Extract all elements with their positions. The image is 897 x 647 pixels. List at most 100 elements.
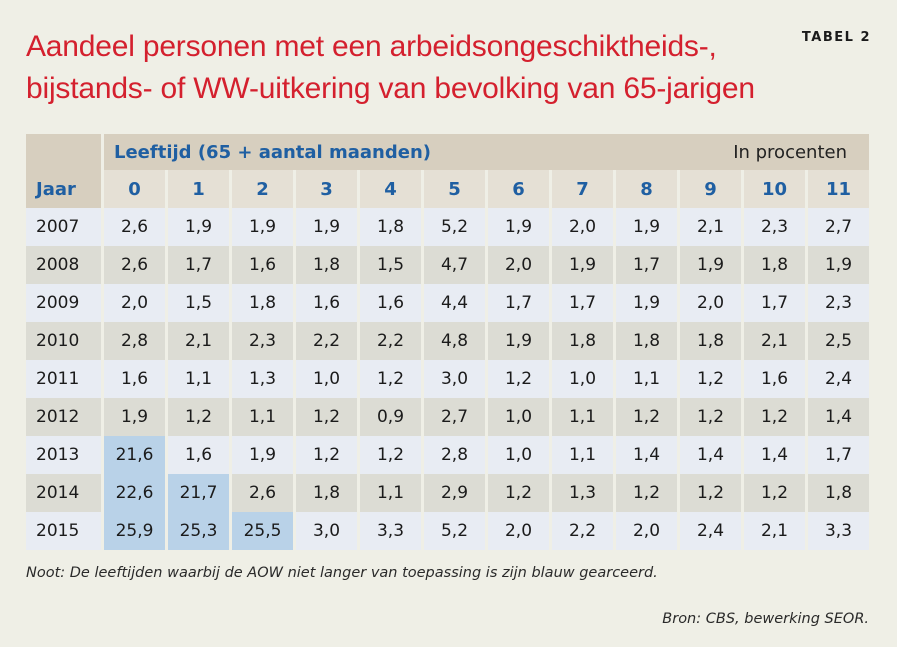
year-cell: 2009	[26, 284, 101, 322]
column-header: 3	[293, 170, 357, 208]
value-cell: 1,4	[613, 436, 677, 474]
value-cell: 1,1	[613, 360, 677, 398]
value-cell: 1,6	[741, 360, 805, 398]
value-cell: 1,2	[677, 360, 741, 398]
value-cell: 2,2	[549, 512, 613, 550]
value-cell: 1,0	[485, 398, 549, 436]
value-cell: 22,6	[101, 474, 165, 512]
value-cell: 1,1	[357, 474, 421, 512]
value-cell: 1,0	[293, 360, 357, 398]
table-title: Aandeel personen met een arbeidsongeschi…	[26, 26, 806, 110]
column-header: 9	[677, 170, 741, 208]
column-header: 10	[741, 170, 805, 208]
value-cell: 1,2	[613, 398, 677, 436]
value-cell: 1,2	[485, 474, 549, 512]
value-cell: 1,9	[677, 246, 741, 284]
value-cell: 1,4	[677, 436, 741, 474]
value-cell: 2,4	[677, 512, 741, 550]
value-cell: 1,4	[741, 436, 805, 474]
value-cell: 2,1	[741, 322, 805, 360]
value-cell: 2,6	[229, 474, 293, 512]
value-cell: 1,3	[549, 474, 613, 512]
value-cell: 2,0	[677, 284, 741, 322]
value-cell: 25,5	[229, 512, 293, 550]
year-cell: 2008	[26, 246, 101, 284]
value-cell: 1,8	[677, 322, 741, 360]
value-cell: 2,1	[165, 322, 229, 360]
value-cell: 1,5	[357, 246, 421, 284]
value-cell: 2,8	[421, 436, 485, 474]
column-header: 0	[101, 170, 165, 208]
value-cell: 1,0	[485, 436, 549, 474]
value-cell: 1,8	[293, 246, 357, 284]
value-cell: 1,8	[357, 208, 421, 246]
year-header: Jaar	[26, 170, 101, 208]
value-cell: 1,6	[101, 360, 165, 398]
value-cell: 5,2	[421, 208, 485, 246]
table-row: 2008 2,6 1,7 1,6 1,8 1,5 4,7 2,0 1,9 1,7 1,9 1,8 1,9	[26, 246, 869, 284]
year-cell: 2007	[26, 208, 101, 246]
column-header: 6	[485, 170, 549, 208]
value-cell: 2,3	[805, 284, 869, 322]
value-cell: 2,7	[805, 208, 869, 246]
group-header: Leeftijd (65 + aantal maanden)	[101, 134, 549, 170]
header-row-group: Leeftijd (65 + aantal maanden) In procen…	[26, 134, 869, 170]
value-cell: 2,0	[485, 246, 549, 284]
value-cell: 1,2	[293, 436, 357, 474]
value-cell: 1,9	[549, 246, 613, 284]
value-cell: 1,6	[293, 284, 357, 322]
value-cell: 25,9	[101, 512, 165, 550]
value-cell: 1,7	[549, 284, 613, 322]
value-cell: 3,3	[805, 512, 869, 550]
title-line-2: bijstands- of WW-uitkering van bevolking…	[26, 72, 755, 105]
value-cell: 1,6	[229, 246, 293, 284]
value-cell: 25,3	[165, 512, 229, 550]
value-cell: 2,8	[101, 322, 165, 360]
year-cell: 2011	[26, 360, 101, 398]
value-cell: 2,9	[421, 474, 485, 512]
value-cell: 1,5	[165, 284, 229, 322]
value-cell: 1,9	[613, 208, 677, 246]
table-row: 2011 1,6 1,1 1,3 1,0 1,2 3,0 1,2 1,0 1,1 1,2 1,6 2,4	[26, 360, 869, 398]
value-cell: 21,6	[101, 436, 165, 474]
value-cell: 3,0	[421, 360, 485, 398]
value-cell: 2,2	[357, 322, 421, 360]
value-cell: 1,9	[293, 208, 357, 246]
year-cell: 2013	[26, 436, 101, 474]
value-cell: 1,4	[805, 398, 869, 436]
value-cell: 3,0	[293, 512, 357, 550]
value-cell: 2,5	[805, 322, 869, 360]
value-cell: 1,9	[613, 284, 677, 322]
value-cell: 1,8	[229, 284, 293, 322]
table-row: 2009 2,0 1,5 1,8 1,6 1,6 4,4 1,7 1,7 1,9 2,0 1,7 2,3	[26, 284, 869, 322]
column-header: 4	[357, 170, 421, 208]
value-cell: 1,2	[293, 398, 357, 436]
value-cell: 1,9	[805, 246, 869, 284]
source: Bron: CBS, bewerking SEOR.	[662, 611, 869, 627]
value-cell: 1,0	[549, 360, 613, 398]
value-cell: 1,8	[613, 322, 677, 360]
value-cell: 2,1	[677, 208, 741, 246]
data-table: Leeftijd (65 + aantal maanden) In procen…	[26, 134, 869, 550]
column-header: 7	[549, 170, 613, 208]
value-cell: 1,2	[677, 398, 741, 436]
value-cell: 2,6	[101, 208, 165, 246]
table-row: 2013 21,6 1,6 1,9 1,2 1,2 2,8 1,0 1,1 1,4 1,4 1,4 1,…	[26, 436, 869, 474]
value-cell: 1,2	[357, 360, 421, 398]
year-cell: 2010	[26, 322, 101, 360]
value-cell: 1,8	[741, 246, 805, 284]
value-cell: 1,2	[741, 398, 805, 436]
value-cell: 4,4	[421, 284, 485, 322]
value-cell: 1,7	[613, 246, 677, 284]
value-cell: 2,1	[741, 512, 805, 550]
table-row: 2014 22,6 21,7 2,6 1,8 1,1 2,9 1,2 1,3 1,2 1,2 1,2 1…	[26, 474, 869, 512]
value-cell: 2,2	[293, 322, 357, 360]
value-cell: 1,6	[165, 436, 229, 474]
value-cell: 1,1	[229, 398, 293, 436]
column-header: 8	[613, 170, 677, 208]
value-cell: 1,9	[165, 208, 229, 246]
value-cell: 1,8	[293, 474, 357, 512]
value-cell: 1,6	[357, 284, 421, 322]
value-cell: 21,7	[165, 474, 229, 512]
table-row: 2010 2,8 2,1 2,3 2,2 2,2 4,8 1,9 1,8 1,8 1,8 2,1 2,5	[26, 322, 869, 360]
